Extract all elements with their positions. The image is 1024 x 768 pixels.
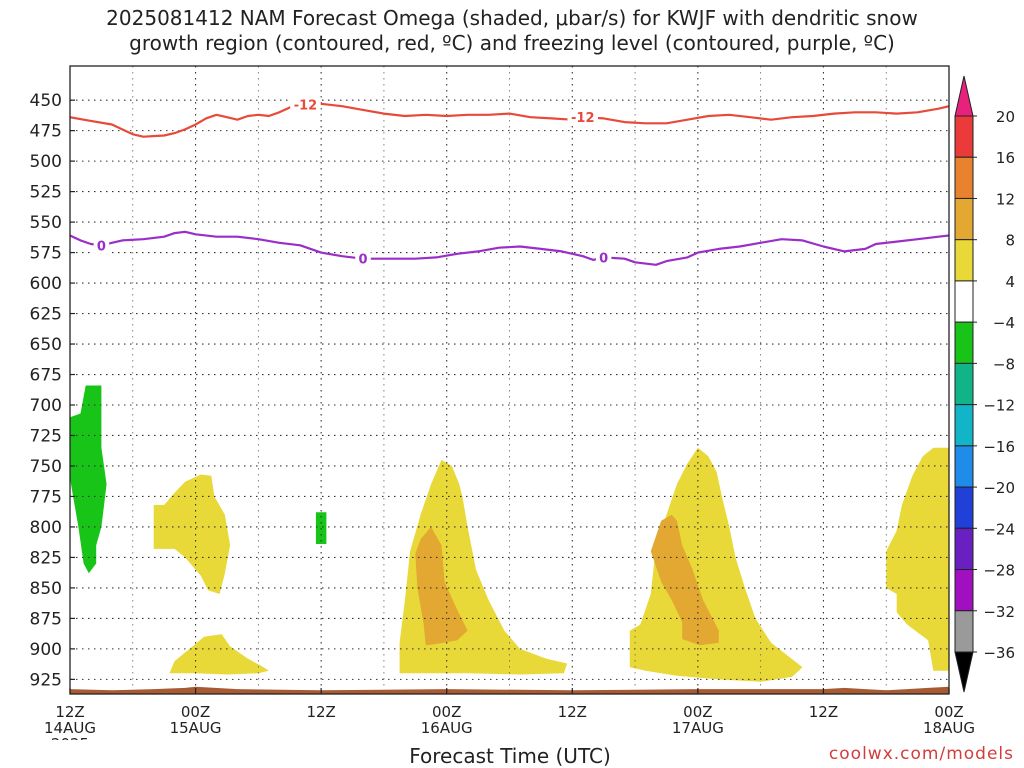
contour-label--12-1: -12	[571, 111, 595, 126]
colorbar-bin-6	[954, 362, 974, 406]
colorbar-tick-label-6: −8	[993, 355, 1015, 373]
y-tick-label-700: 700	[30, 396, 62, 416]
colorbar-tick-label-8: −16	[983, 438, 1015, 456]
colorbar-bin-2	[954, 197, 974, 241]
contour-label-0-1: 0	[358, 253, 367, 268]
colorbar-bin-0	[954, 115, 974, 158]
omega-shaded-region-8	[886, 447, 949, 671]
x-tick-label-h12-1: 15AUG	[170, 719, 222, 737]
y-tick-label-500: 500	[30, 152, 62, 172]
y-tick-label-825: 825	[30, 548, 62, 568]
omega-colorbar: 20 16 12 8 4 −4 −8 −12 −16 −20 −24 −28 −32 −36	[954, 75, 1015, 693]
x-tick-label-h48-0: 12Z	[558, 703, 587, 721]
x-tick-label-h84-1: 18AUG	[923, 719, 975, 737]
grid-layer	[70, 66, 949, 694]
omega-cross-section-chart: -12 -12 0 0 0 450 475 500 525 550 575 600 625 650 675…	[30, 65, 1015, 740]
colorbar-tick-label-11: −28	[983, 562, 1015, 580]
x-tick-label-h84-0: 00Z	[934, 703, 963, 721]
y-tick-label-800: 800	[30, 518, 62, 538]
omega-shaded-region-2	[153, 474, 231, 594]
y-tick-label-475: 475	[30, 122, 62, 142]
y-tick-label-875: 875	[30, 609, 62, 629]
omega-shaded-region-5	[415, 526, 468, 646]
chart-title: 2025081412 NAM Forecast Omega (shaded, μ…	[0, 6, 1024, 56]
omega-shaded-region-3	[169, 634, 269, 675]
y-tick-label-650: 650	[30, 335, 62, 355]
colorbar-tick-label-0: 20	[996, 108, 1015, 126]
contour-label-0-0: 0	[97, 239, 106, 254]
omega-shading-layer	[70, 385, 949, 682]
colorbar-bin-9	[954, 486, 974, 529]
contour-label-0-2: 0	[599, 251, 608, 266]
y-tick-label-575: 575	[30, 244, 62, 264]
x-tick-label-h60-1: 17AUG	[672, 719, 724, 737]
colorbar-bin-10	[954, 527, 974, 571]
contour-label--12-0: -12	[294, 99, 318, 114]
y-tick-label-925: 925	[30, 670, 62, 690]
colorbar-tick-label-9: −20	[983, 479, 1015, 497]
colorbar-tick-label-12: −32	[983, 603, 1015, 621]
x-tick-label-h36-0: 00Z	[432, 703, 461, 721]
contour-label-bg-0-1	[355, 250, 371, 267]
colorbar-tick-label-3: 8	[1005, 232, 1015, 250]
colorbar-tick-label-2: 12	[996, 190, 1015, 208]
x-tick-label-h0-2: 2025	[51, 735, 89, 740]
contour-layer: -12 -12 0 0 0	[70, 96, 949, 268]
x-tick-label-h24-0: 12Z	[306, 703, 335, 721]
colorbar-tick-label-5: −4	[993, 314, 1015, 332]
colorbar-bin-5	[954, 321, 974, 364]
x-tick-label-h0-0: 12Z	[55, 703, 84, 721]
site-credit: coolwx.com/models	[828, 744, 1014, 764]
chart-title-line-2: growth region (contoured, red, ºC) and f…	[129, 31, 895, 55]
y-tick-label-850: 850	[30, 579, 62, 599]
colorbar-top-triangle	[954, 75, 974, 117]
contour-label-bg-0-2	[595, 249, 612, 266]
x-tick-label-h60-0: 00Z	[683, 703, 712, 721]
colorbar-tick-label-4: 4	[1005, 273, 1015, 291]
x-tick-label-h72-0: 12Z	[809, 703, 838, 721]
contour-label-bg-0-0	[93, 237, 110, 254]
x-axis-label: Forecast Time (UTC)	[409, 744, 611, 768]
y-tick-label-900: 900	[30, 640, 62, 660]
x-axis: 12Z14AUG202500Z15AUG12Z00Z16AUG12Z00Z17A…	[44, 688, 975, 740]
colorbar-bin-4	[954, 280, 974, 323]
x-tick-label-h36-1: 16AUG	[421, 719, 473, 737]
y-tick-label-550: 550	[30, 213, 62, 233]
y-tick-label-750: 750	[30, 457, 62, 477]
colorbar-bin-12	[954, 610, 974, 653]
y-tick-label-675: 675	[30, 366, 62, 386]
colorbar-bin-11	[954, 569, 974, 612]
x-tick-label-h0-1: 14AUG	[44, 719, 96, 737]
omega-shaded-region-7	[650, 514, 719, 646]
colorbar-tick-label-7: −12	[983, 397, 1015, 415]
y-tick-label-725: 725	[30, 426, 62, 446]
y-tick-label-450: 450	[30, 91, 62, 111]
contour-label-bg--12-0	[290, 96, 321, 113]
colorbar-bin-3	[954, 239, 974, 282]
y-tick-label-775: 775	[30, 487, 62, 507]
y-tick-label-600: 600	[30, 274, 62, 294]
colorbar-tick-label-13: −36	[983, 644, 1015, 662]
colorbar-bin-8	[954, 445, 974, 488]
contour-label-bg--12-1	[567, 109, 598, 126]
colorbar-bin-7	[954, 404, 974, 447]
colorbar-tick-label-1: 16	[996, 149, 1015, 167]
omega-shaded-region-0	[70, 385, 107, 574]
chart-title-line-1: 2025081412 NAM Forecast Omega (shaded, μ…	[106, 6, 918, 30]
plot-frame	[69, 65, 950, 695]
y-tick-label-625: 625	[30, 305, 62, 325]
x-tick-label-h12-0: 00Z	[181, 703, 210, 721]
omega-shaded-region-6	[629, 447, 803, 682]
y-tick-label-525: 525	[30, 183, 62, 203]
colorbar-bin-1	[954, 156, 974, 199]
contour-0	[70, 230, 949, 266]
contour--12	[70, 102, 949, 138]
colorbar-tick-label-10: −24	[983, 520, 1015, 538]
colorbar-bottom-triangle	[954, 651, 974, 693]
y-axis: 450 475 500 525 550 575 600 625 650 675 700 725 750 7…	[30, 91, 75, 690]
